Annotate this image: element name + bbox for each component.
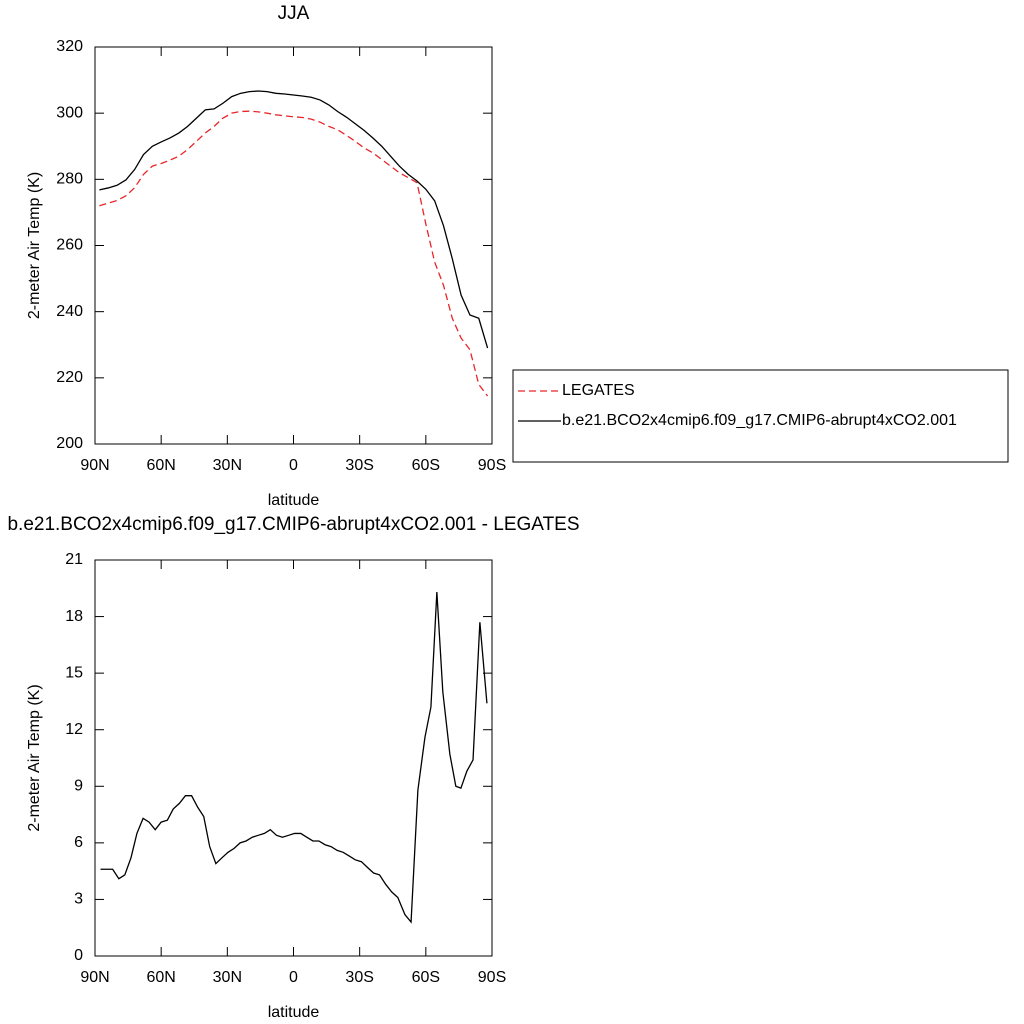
y-axis-label: 2-meter Air Temp (K) <box>26 172 43 319</box>
data-line <box>100 592 488 924</box>
x-axis-label: latitude <box>268 1004 320 1021</box>
y-tick-label: 320 <box>56 38 83 55</box>
x-tick-label: 90N <box>80 457 109 474</box>
x-tick-label: 90N <box>80 969 109 986</box>
plot-frame <box>94 46 493 445</box>
data-line <box>99 110 489 397</box>
x-tick-label: 30S <box>345 969 373 986</box>
y-axis-label: 2-meter Air Temp (K) <box>26 684 43 831</box>
y-tick-label: 9 <box>74 778 83 795</box>
y-tick-label: 3 <box>74 891 83 908</box>
legend-box <box>512 369 1009 463</box>
data-line <box>99 90 489 349</box>
x-axis-label: latitude <box>268 492 320 509</box>
x-tick-label: 60N <box>146 969 175 986</box>
y-tick-label: 0 <box>74 947 83 964</box>
y-tick-label: 300 <box>56 104 83 121</box>
legend-label: b.e21.BCO2x4cmip6.f09_g17.CMIP6-abrupt4x… <box>562 412 957 429</box>
y-tick-label: 21 <box>65 551 83 568</box>
plot-frame <box>94 559 493 957</box>
x-tick-label: 60S <box>412 969 440 986</box>
y-tick-label: 12 <box>65 721 83 738</box>
y-tick-label: 200 <box>56 435 83 452</box>
y-tick-label: 6 <box>74 834 83 851</box>
y-tick-label: 18 <box>65 608 83 625</box>
chart-title: JJA <box>278 3 310 24</box>
chart-title: b.e21.BCO2x4cmip6.f09_g17.CMIP6-abrupt4x… <box>7 514 579 535</box>
x-tick-label: 30S <box>345 457 373 474</box>
legend-label: LEGATES <box>562 382 635 399</box>
y-tick-label: 260 <box>56 237 83 254</box>
y-tick-label: 280 <box>56 171 83 188</box>
x-tick-label: 0 <box>289 457 298 474</box>
y-tick-label: 15 <box>65 664 83 681</box>
x-tick-label: 90S <box>478 457 506 474</box>
x-tick-label: 30N <box>213 969 242 986</box>
y-tick-label: 240 <box>56 303 83 320</box>
x-tick-label: 90S <box>478 969 506 986</box>
x-tick-label: 30N <box>213 457 242 474</box>
x-tick-label: 0 <box>289 969 298 986</box>
y-tick-label: 220 <box>56 369 83 386</box>
x-tick-label: 60S <box>412 457 440 474</box>
x-tick-label: 60N <box>146 457 175 474</box>
